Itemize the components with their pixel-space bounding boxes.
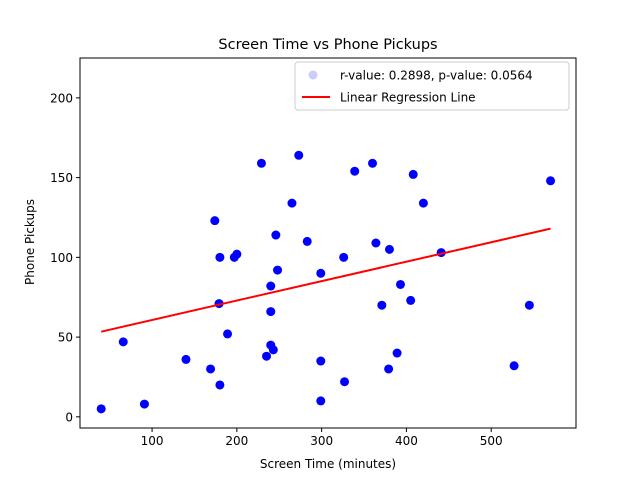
data-point bbox=[232, 249, 242, 259]
data-point bbox=[268, 345, 278, 355]
data-point bbox=[408, 169, 418, 179]
legend-box bbox=[294, 61, 570, 111]
x-tick-label: 400 bbox=[395, 434, 418, 448]
x-tick-label: 200 bbox=[225, 434, 248, 448]
data-point bbox=[215, 380, 225, 390]
x-axis: 100 200 300 400 500 bbox=[141, 428, 503, 448]
data-point bbox=[384, 244, 394, 254]
legend-marker-scatter bbox=[308, 70, 318, 80]
data-point bbox=[339, 252, 349, 262]
data-point bbox=[546, 176, 556, 186]
data-point bbox=[395, 279, 405, 289]
data-point bbox=[181, 354, 191, 364]
chart-title: Screen Time vs Phone Pickups bbox=[218, 37, 437, 53]
legend: r-value: 0.2898, p-value: 0.0564 Linear … bbox=[294, 61, 570, 111]
data-point bbox=[316, 356, 326, 366]
data-point bbox=[139, 399, 149, 409]
data-point bbox=[223, 329, 233, 339]
data-point bbox=[371, 238, 381, 248]
data-point bbox=[266, 281, 276, 291]
legend-label-scatter: r-value: 0.2898, p-value: 0.0564 bbox=[340, 69, 533, 83]
data-point bbox=[302, 236, 312, 246]
data-point bbox=[287, 198, 297, 208]
data-point bbox=[210, 216, 220, 226]
y-tick-label: 200 bbox=[50, 91, 73, 105]
data-point bbox=[118, 337, 128, 347]
data-point bbox=[340, 377, 350, 387]
data-point bbox=[215, 252, 225, 262]
data-point bbox=[262, 351, 272, 361]
y-tick-label: 0 bbox=[65, 410, 73, 424]
x-axis-label: Screen Time (minutes) bbox=[260, 457, 396, 471]
data-point bbox=[368, 158, 378, 168]
data-point bbox=[406, 295, 416, 305]
plot-area bbox=[79, 57, 577, 429]
y-axis-label: Phone Pickups bbox=[23, 199, 37, 285]
data-point bbox=[271, 230, 281, 240]
plot-frame bbox=[79, 57, 577, 429]
y-tick-label: 50 bbox=[58, 331, 73, 345]
data-point bbox=[256, 158, 266, 168]
data-point bbox=[316, 268, 326, 278]
y-axis: 0 50 100 150 200 bbox=[50, 91, 80, 424]
data-point bbox=[509, 361, 519, 371]
data-point bbox=[350, 166, 360, 176]
data-point bbox=[206, 364, 216, 374]
x-tick-label: 500 bbox=[480, 434, 503, 448]
data-point bbox=[96, 404, 106, 414]
data-point bbox=[273, 265, 283, 275]
data-point bbox=[294, 150, 304, 160]
data-point bbox=[266, 307, 276, 317]
x-tick-label: 300 bbox=[310, 434, 333, 448]
y-tick-label: 100 bbox=[50, 251, 73, 265]
data-point bbox=[316, 396, 326, 406]
y-tick-label: 150 bbox=[50, 171, 73, 185]
data-point bbox=[377, 300, 387, 310]
data-point bbox=[384, 364, 394, 374]
data-point bbox=[418, 198, 428, 208]
data-point bbox=[392, 348, 402, 358]
data-point bbox=[524, 300, 534, 310]
regression-line bbox=[100, 227, 551, 333]
x-tick-label: 100 bbox=[141, 434, 164, 448]
legend-label-regression: Linear Regression Line bbox=[340, 91, 476, 105]
